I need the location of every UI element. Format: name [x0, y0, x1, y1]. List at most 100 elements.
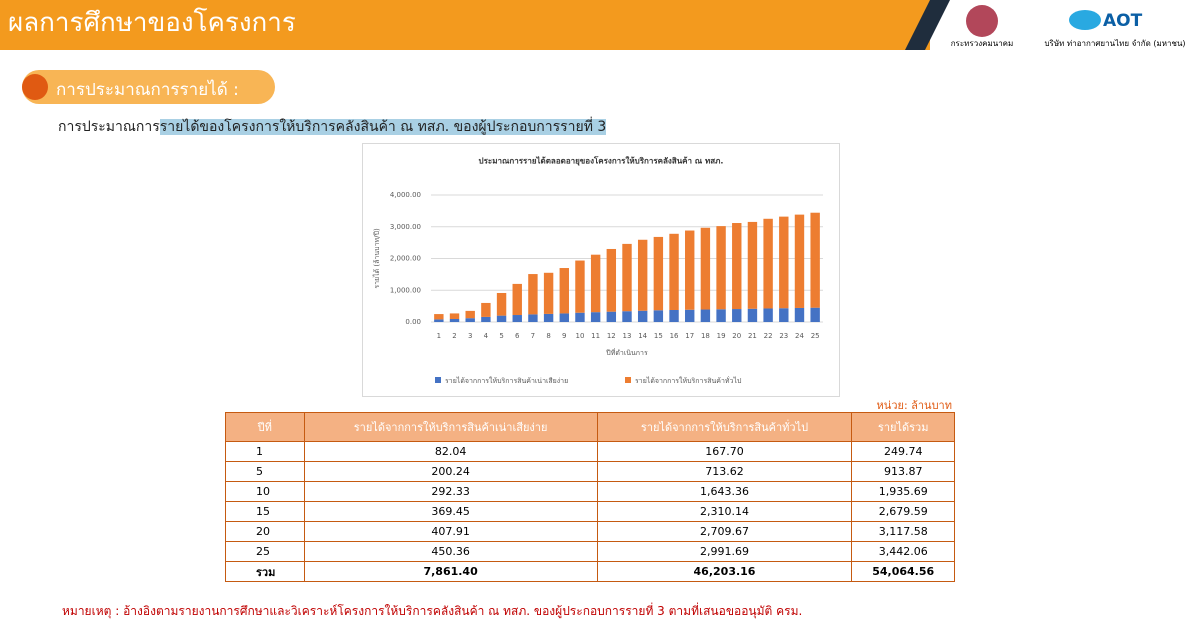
table-cell: 3,442.06: [851, 541, 955, 562]
bar-segment: [810, 307, 820, 322]
table-unit: หน่วย: ล้านบาท: [876, 399, 952, 412]
bar-segment: [637, 239, 648, 311]
subtitle: การประมาณการรายได้ของโครงการให้บริการคลั…: [58, 116, 607, 138]
table-cell: 450.36: [303, 541, 598, 562]
table-row: 10 292.33 1,643.36 1,935.69: [225, 481, 955, 502]
bar-segment: [481, 302, 491, 317]
x-tick-label: 7: [531, 332, 535, 340]
bar-segment: [496, 315, 507, 322]
bar-segment: [685, 230, 695, 310]
bar-segment: [716, 309, 726, 322]
bar-segment: [559, 313, 569, 322]
header-logos: กระทรวงคมนาคม AOT บริษัท ท่าอากาศยานไทย …: [905, 0, 1186, 50]
table-cell: 54,064.56: [851, 561, 955, 582]
bar-segment: [653, 236, 664, 311]
ministry-name: กระทรวงคมนาคม: [951, 39, 1014, 48]
bar-segment: [732, 309, 742, 322]
x-tick-label: 19: [717, 332, 726, 340]
table-cell: 7,861.40: [303, 561, 598, 582]
table-cell: 1: [225, 441, 305, 462]
table-header: ปีที่ รายได้จากการให้บริการสินค้าเน่าเสีย…: [225, 412, 955, 442]
x-tick-label: 16: [670, 332, 679, 340]
y-tick-label: 4,000.00: [390, 191, 421, 199]
x-tick-label: 13: [623, 332, 632, 340]
table-cell: 167.70: [596, 441, 853, 462]
section-bullet: [22, 74, 48, 100]
x-tick-label: 20: [732, 332, 741, 340]
table-row: 1 82.04 167.70 249.74: [225, 441, 955, 462]
bar-segment: [747, 308, 758, 322]
chart: ประมาณการรายได้ตลอดอายุของโครงการให้บริก…: [362, 143, 840, 397]
x-tick-label: 12: [607, 332, 616, 340]
table-cell: 2,679.59: [851, 501, 955, 522]
x-tick-label: 2: [452, 332, 456, 340]
bar-segment: [779, 308, 789, 322]
bar-segment: [543, 272, 554, 314]
bar-segment: [606, 248, 617, 312]
company-name: บริษัท ท่าอากาศยานไทย จำกัด (มหาชน): [1044, 39, 1185, 48]
x-tick-label: 14: [638, 332, 647, 340]
x-tick-label: 24: [795, 332, 804, 340]
bar-segment: [622, 311, 632, 322]
bar-segment: [685, 309, 695, 322]
bar-segment: [637, 310, 648, 322]
x-tick-label: 9: [562, 332, 566, 340]
y-tick-label: 1,000.00: [390, 286, 421, 294]
y-tick-label: 2,000.00: [390, 255, 421, 263]
y-tick-label: 3,000.00: [390, 223, 421, 231]
x-tick-label: 11: [591, 332, 600, 340]
bar-segment: [700, 309, 711, 322]
bar-segment: [747, 221, 758, 309]
bar-segment: [449, 318, 460, 322]
bar-segment: [465, 318, 475, 322]
bar-segment: [559, 268, 569, 314]
x-tick-label: 21: [748, 332, 757, 340]
x-tick-label: 3: [468, 332, 472, 340]
bar-segment: [496, 292, 507, 316]
table-cell: 292.33: [303, 481, 598, 502]
x-tick-label: 15: [654, 332, 663, 340]
table-body: 1 82.04 167.70 249.74 5 200.24 713.62 913.87 10 2…: [225, 441, 955, 582]
stripe: [905, 0, 950, 50]
table-cell: 1,935.69: [851, 481, 955, 502]
table-row: 20 407.91 2,709.67 3,117.58: [225, 521, 955, 542]
y-axis-title: รายได้ (ล้านบาท/ปี): [372, 228, 381, 289]
bar-segment: [716, 226, 726, 310]
table-cell: 407.91: [303, 521, 598, 542]
table-cell: 2,709.67: [596, 521, 853, 542]
bar-segment: [794, 214, 805, 308]
bar-segment: [512, 283, 522, 316]
header-title: ผลการศึกษาของโครงการ: [0, 0, 930, 50]
table-cell: 20: [225, 521, 305, 542]
subtitle-highlight: รายได้ของโครงการให้บริการคลังสินค้า ณ ทส…: [159, 119, 607, 135]
table-cell: 1,643.36: [596, 481, 853, 502]
table-cell: รายได้จากการให้บริการสินค้าเน่าเสียง่าย: [303, 412, 598, 442]
x-tick-label: 17: [685, 332, 694, 340]
section-pill: [22, 70, 275, 104]
bar-segment: [465, 310, 475, 319]
bar-segment: [543, 313, 554, 322]
x-axis-title: ปีที่ดำเนินการ: [606, 348, 648, 357]
table-cell: 5: [225, 461, 305, 482]
x-tick-label: 4: [484, 332, 489, 340]
section-title: การประมาณการรายได้ :: [56, 80, 239, 100]
bar-segment: [606, 311, 617, 322]
bar-segment: [575, 260, 585, 313]
table-cell: 369.45: [303, 501, 598, 522]
bar-segment: [590, 312, 601, 322]
bar-segment: [794, 307, 805, 322]
revenue-table: ปีที่ รายได้จากการให้บริการสินค้าเน่าเสีย…: [225, 412, 955, 582]
x-tick-label: 5: [499, 332, 503, 340]
bar-segment: [528, 314, 538, 322]
ministry-emblem: [966, 5, 998, 37]
table-cell: รวม: [225, 561, 305, 582]
table-cell: 10: [225, 481, 305, 502]
table-cell: 913.87: [851, 461, 955, 482]
x-tick-label: 8: [546, 332, 550, 340]
bar-segment: [481, 316, 491, 322]
bar-segment: [779, 216, 789, 309]
table-cell: ปีที่: [225, 412, 305, 442]
table-cell: 2,310.14: [596, 501, 853, 522]
bar-segment: [732, 223, 742, 310]
